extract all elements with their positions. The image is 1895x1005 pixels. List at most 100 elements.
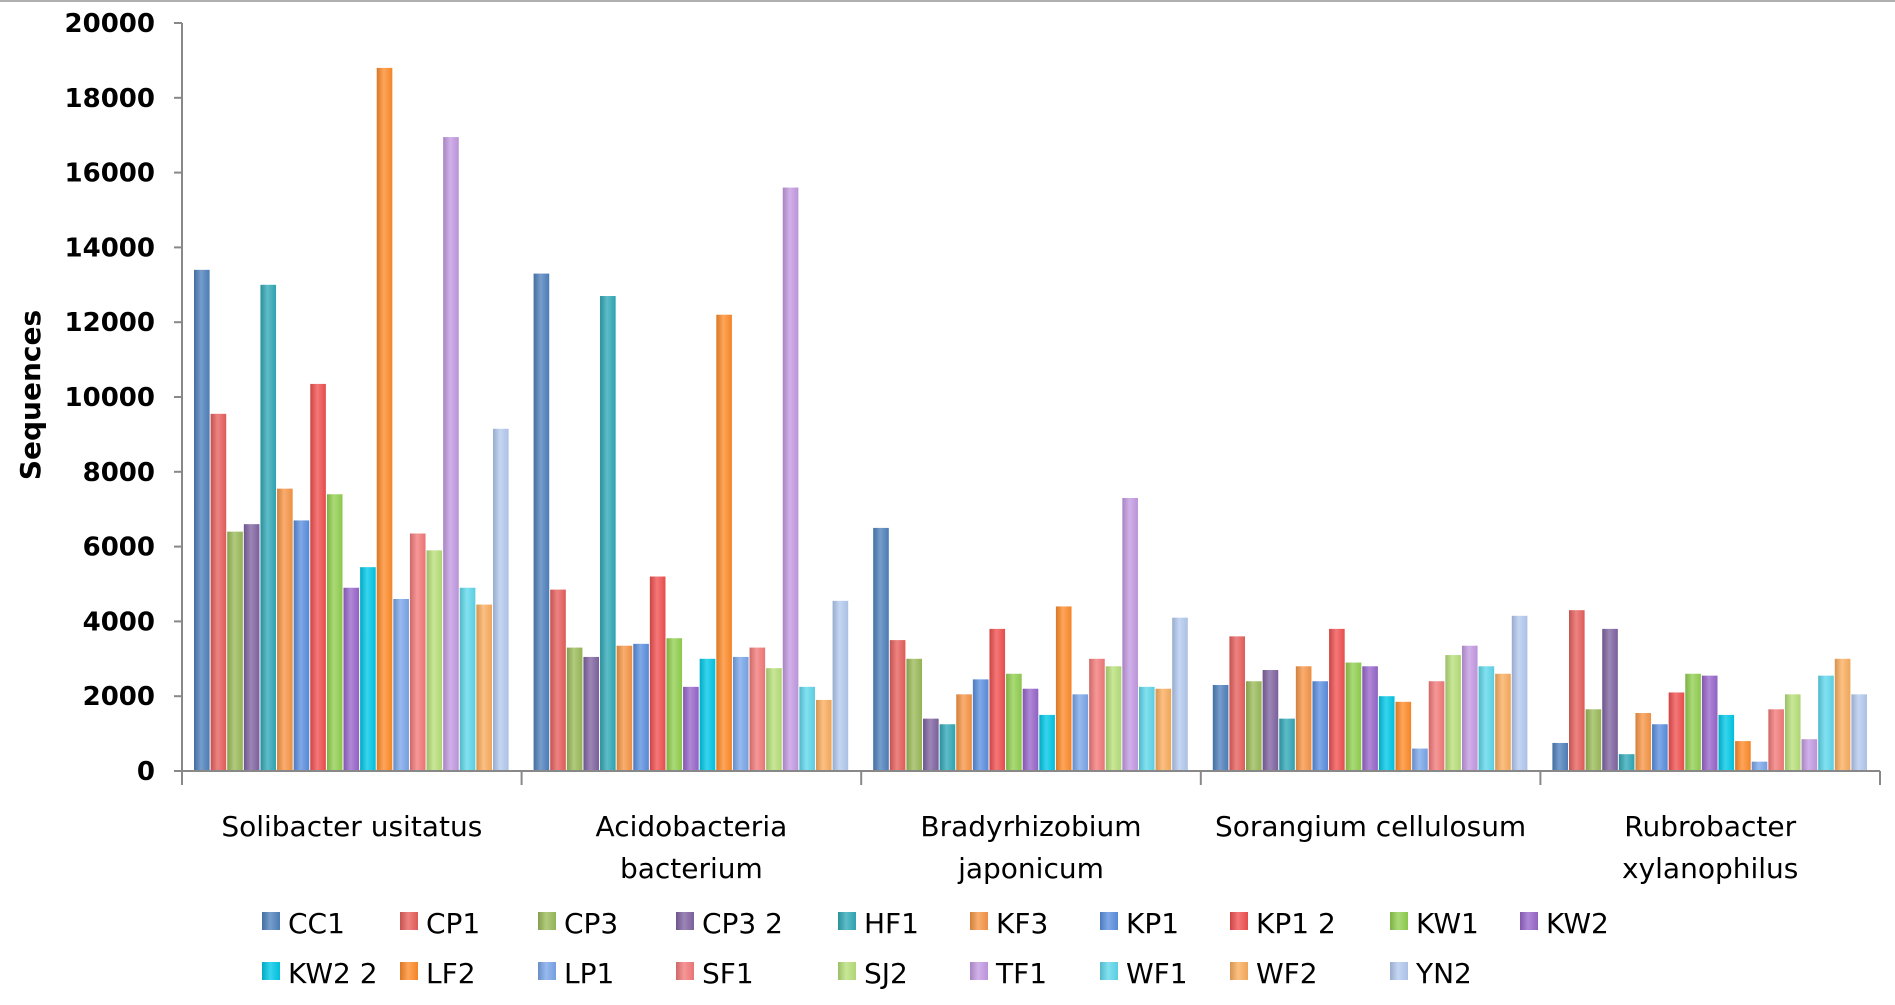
bar-tf1 (782, 187, 799, 771)
legend-label: WF2 (1256, 957, 1318, 990)
bar-lf2 (716, 314, 732, 771)
legend-label: SF1 (702, 957, 754, 990)
bar-tf1 (443, 137, 459, 771)
y-axis-label: Sequences (14, 310, 47, 480)
bar-kf3 (277, 488, 293, 771)
bar-cp3-2 (1602, 628, 1618, 771)
bar-yn2 (1172, 617, 1188, 771)
bar-sf1 (1089, 658, 1105, 771)
bar-kw2 (343, 587, 360, 771)
x-tick-label: Solibacter usitatus (221, 810, 482, 843)
bar-hf1 (939, 724, 956, 771)
bar-kw2-2 (699, 658, 716, 771)
bar-hf1 (600, 296, 616, 771)
bar-tf1 (1801, 739, 1818, 771)
bar-sj2 (426, 550, 443, 771)
legend-swatch (262, 912, 280, 930)
legend-item: CC1 (262, 907, 345, 940)
legend-label: KW1 (1416, 907, 1479, 940)
y-tick-label: 4000 (83, 607, 155, 637)
bar-tf1 (1461, 645, 1478, 771)
bar-kw1 (1685, 673, 1701, 771)
bar-wf1 (1818, 675, 1834, 771)
bar-sj2 (1105, 666, 1122, 771)
bar-tf1 (1122, 497, 1138, 771)
bar-sj2 (1445, 655, 1461, 771)
legend-item: LP1 (538, 957, 614, 990)
bar-kw2 (1022, 688, 1039, 771)
bar-wf2 (815, 699, 832, 771)
bar-cp3 (906, 658, 923, 771)
bar-lf2 (376, 67, 393, 771)
bar-kw2-2 (1378, 696, 1395, 771)
legend-item: LF2 (400, 957, 476, 990)
legend-swatch (1390, 962, 1408, 980)
bars (194, 67, 1867, 771)
legend-item: CP3 (538, 907, 618, 940)
bar-kp1-2 (649, 576, 666, 771)
bar-kw2-2 (360, 567, 376, 771)
bar-lp1 (1412, 748, 1428, 771)
bar-cc1 (533, 273, 550, 771)
legend-label: CP3 2 (702, 907, 783, 940)
bar-wf1 (1478, 666, 1495, 771)
bar-cp3 (1246, 681, 1262, 771)
x-tick-label: Acidobacteria bacterium (596, 810, 788, 885)
bar-kp1-2 (310, 383, 326, 771)
legend-label: KP1 (1126, 907, 1179, 940)
bar-yn2 (1511, 615, 1528, 771)
bar-lp1 (1751, 761, 1768, 771)
legend-label: TF1 (995, 957, 1047, 990)
bar-wf2 (1155, 688, 1172, 771)
legend-item: TF1 (970, 957, 1047, 990)
legend-label: CP3 (564, 907, 618, 940)
legend-swatch (970, 912, 988, 930)
bar-kp1 (1312, 681, 1329, 771)
legend-label: KP1 2 (1256, 907, 1336, 940)
bar-kw2 (1362, 666, 1378, 771)
legend-item: CP3 2 (676, 907, 783, 940)
legend-label: SJ2 (864, 957, 908, 990)
bar-cc1 (1212, 684, 1229, 771)
bar-kp1 (972, 679, 989, 771)
bar-yn2 (832, 600, 849, 771)
bar-hf1 (260, 284, 277, 771)
legend-item: WF2 (1230, 957, 1318, 990)
bar-yn2 (1851, 694, 1867, 771)
legend-swatch (1230, 962, 1248, 980)
legend-swatch (1100, 912, 1118, 930)
bar-sf1 (749, 647, 766, 771)
legend-label: HF1 (864, 907, 919, 940)
y-tick-label: 14000 (65, 233, 155, 263)
bar-hf1 (1618, 754, 1635, 771)
legend-label: LF2 (426, 957, 476, 990)
bar-cp1 (1229, 636, 1246, 771)
bar-kw1 (326, 494, 343, 771)
bar-lp1 (732, 656, 749, 771)
y-tick-label: 10000 (65, 383, 155, 413)
bar-wf1 (799, 686, 815, 771)
legend-label: CC1 (288, 907, 345, 940)
bar-cp1 (1569, 610, 1585, 771)
bar-kp1 (633, 643, 649, 771)
bar-kw1 (1345, 662, 1362, 771)
legend-swatch (838, 912, 856, 930)
bar-kw1 (1006, 673, 1022, 771)
legend-label: WF1 (1126, 957, 1188, 990)
bar-cp3-2 (1262, 670, 1279, 771)
bar-cp1 (210, 413, 227, 771)
legend-swatch (676, 962, 694, 980)
bar-cp3 (566, 647, 583, 771)
bar-cp1 (550, 589, 566, 771)
legend-swatch (1230, 912, 1248, 930)
bar-kw2 (683, 686, 699, 771)
bar-wf2 (476, 604, 492, 771)
y-tick-label: 6000 (83, 533, 155, 563)
bar-wf2 (1834, 658, 1851, 771)
x-tick-label: Bradyrhizobium japonicum (920, 810, 1141, 885)
legend-swatch (838, 962, 856, 980)
bar-lp1 (1072, 694, 1089, 771)
bar-cc1 (194, 269, 210, 771)
legend-swatch (400, 962, 418, 980)
